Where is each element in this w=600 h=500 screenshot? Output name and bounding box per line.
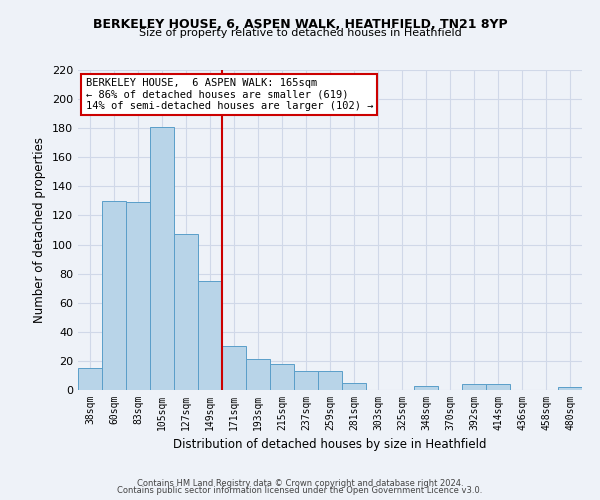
X-axis label: Distribution of detached houses by size in Heathfield: Distribution of detached houses by size … xyxy=(173,438,487,452)
Bar xyxy=(270,364,294,390)
Text: Size of property relative to detached houses in Heathfield: Size of property relative to detached ho… xyxy=(139,28,461,38)
Bar xyxy=(342,382,366,390)
Bar xyxy=(174,234,198,390)
Bar xyxy=(486,384,510,390)
Text: Contains public sector information licensed under the Open Government Licence v3: Contains public sector information licen… xyxy=(118,486,482,495)
Bar xyxy=(294,371,318,390)
Text: BERKELEY HOUSE,  6 ASPEN WALK: 165sqm
← 86% of detached houses are smaller (619): BERKELEY HOUSE, 6 ASPEN WALK: 165sqm ← 8… xyxy=(86,78,373,111)
Bar xyxy=(462,384,486,390)
Y-axis label: Number of detached properties: Number of detached properties xyxy=(34,137,46,323)
Bar xyxy=(78,368,102,390)
Bar xyxy=(102,201,126,390)
Bar xyxy=(198,281,222,390)
Bar xyxy=(414,386,438,390)
Bar xyxy=(558,387,582,390)
Text: BERKELEY HOUSE, 6, ASPEN WALK, HEATHFIELD, TN21 8YP: BERKELEY HOUSE, 6, ASPEN WALK, HEATHFIEL… xyxy=(92,18,508,30)
Bar xyxy=(150,126,174,390)
Bar xyxy=(222,346,246,390)
Bar xyxy=(246,360,270,390)
Bar xyxy=(318,371,342,390)
Text: Contains HM Land Registry data © Crown copyright and database right 2024.: Contains HM Land Registry data © Crown c… xyxy=(137,478,463,488)
Bar xyxy=(126,202,150,390)
